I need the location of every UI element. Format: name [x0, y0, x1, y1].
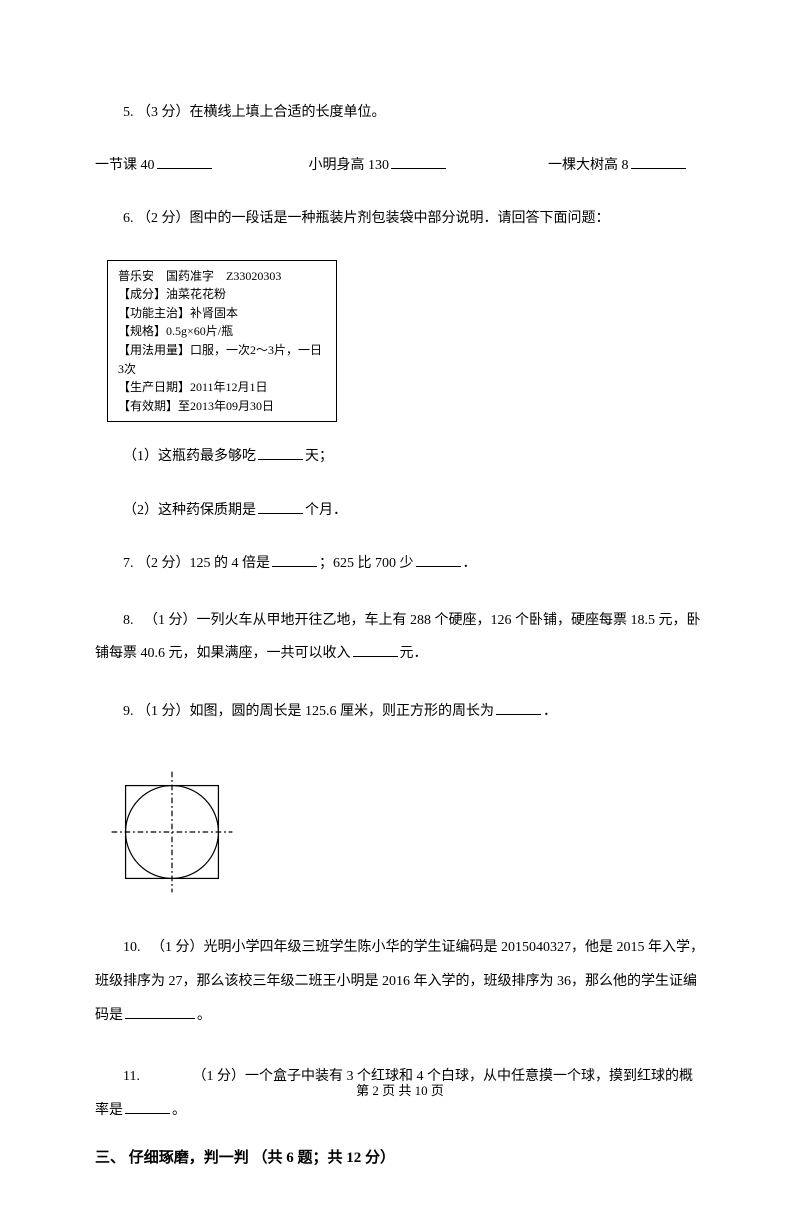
page-footer: 第 2 页 共 10 页 [0, 1079, 800, 1102]
med-line1: 普乐安 国药准字 Z33020303 [118, 267, 326, 286]
med-line5: 【用法用量】口服，一次2～3片，一日3次 [118, 341, 326, 378]
blank [391, 153, 446, 169]
medicine-box: 普乐安 国药准字 Z33020303 【成分】油菜花花粉 【功能主治】补肾固本 … [107, 260, 337, 423]
med-line4: 【规格】0.5g×60片/瓶 [118, 322, 326, 341]
blank [258, 444, 303, 460]
q5-item2: 小明身高 130 [309, 153, 449, 178]
question-7: 7. （2 分）125 的 4 倍是；625 比 700 少． [95, 551, 705, 576]
med-line3: 【功能主治】补肾固本 [118, 304, 326, 323]
med-line6: 【生产日期】2011年12月1日 [118, 378, 326, 397]
question-6: 6. （2 分）图中的一段话是一种瓶装片剂包装袋中部分说明．请回答下面问题： [95, 206, 705, 231]
q5-fill-row: 一节课 40 小明身高 130 一棵大树高 8 [95, 153, 705, 178]
q6-text: 6. （2 分）图中的一段话是一种瓶装片剂包装袋中部分说明．请回答下面问题： [123, 211, 610, 226]
question-9: 9. （1 分）如图，圆的周长是 125.6 厘米，则正方形的周长为． [95, 699, 705, 724]
blank [496, 699, 541, 715]
q6-sub1: （1）这瓶药最多够吃天； [95, 444, 705, 469]
question-10: 10. （1 分）光明小学四年级三班学生陈小华的学生证编码是 201504032… [95, 931, 705, 1032]
med-line2: 【成分】油菜花花粉 [118, 285, 326, 304]
blank [631, 153, 686, 169]
blank [258, 498, 303, 514]
q5-item3: 一棵大树高 8 [548, 153, 688, 178]
q6-sub2: （2）这种药保质期是个月． [95, 498, 705, 523]
question-5: 5. （3 分）在横线上填上合适的长度单位。 [95, 100, 705, 125]
blank [416, 551, 461, 567]
blank [157, 153, 212, 169]
med-line7: 【有效期】至2013年09月30日 [118, 397, 326, 416]
circle-square-diagram [107, 767, 237, 897]
question-8: 8. （1 分）一列火车从甲地开往乙地，车上有 288 个硬座，126 个卧铺，… [95, 604, 705, 671]
blank [353, 641, 398, 657]
q5-text: 5. （3 分）在横线上填上合适的长度单位。 [123, 105, 386, 120]
q5-item1: 一节课 40 [95, 153, 214, 178]
blank [125, 1003, 195, 1019]
section-3-heading: 三、 仔细琢磨，判一判 （共 6 题；共 12 分） [95, 1145, 705, 1172]
blank [272, 551, 317, 567]
